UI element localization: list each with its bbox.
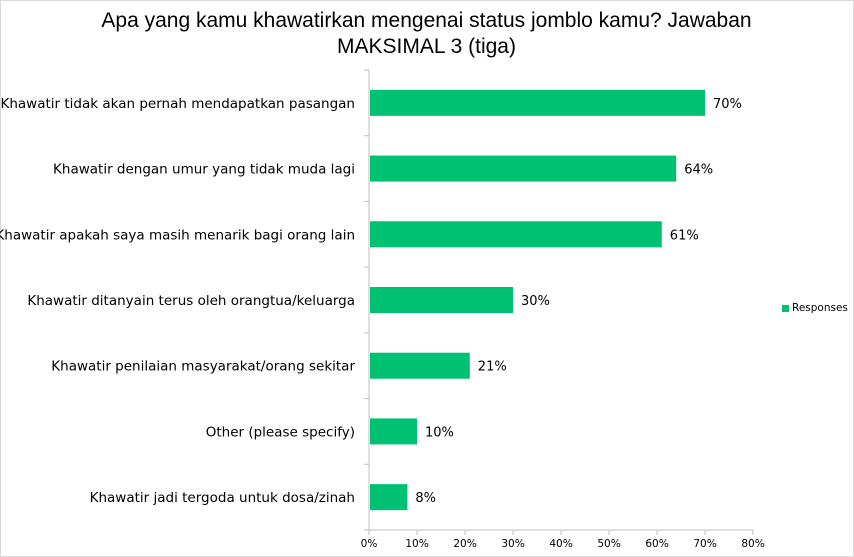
chart-title: Apa yang kamu khawatirkan mengenai statu… [101, 9, 752, 58]
bar [370, 287, 513, 313]
bar [370, 221, 662, 248]
x-tick-label: 60% [645, 538, 668, 550]
bar [370, 418, 417, 445]
x-tick-label: 70% [693, 538, 716, 550]
category-label: Khawatir ditanyain terus oleh orangtua/k… [27, 293, 355, 309]
category-label: Other (please specify) [206, 424, 355, 440]
bar [370, 89, 705, 116]
x-tick-label: 40% [549, 538, 572, 550]
chart-legend: Responses [782, 302, 848, 314]
data-label: 8% [415, 491, 436, 506]
data-label: 21% [478, 360, 507, 375]
legend-label: Responses [792, 302, 848, 314]
category-label: Khawatir penilaian masyarakat/orang seki… [51, 359, 355, 375]
category-label: Khawatir dengan umur yang tidak muda lag… [53, 162, 355, 178]
data-label: 61% [670, 228, 699, 243]
category-label: Khawatir apakah saya masih menarik bagi … [0, 227, 355, 243]
x-tick-label: 50% [597, 538, 620, 550]
x-tick-label: 0% [361, 538, 378, 550]
category-label: Khawatir tidak akan pernah mendapatkan p… [0, 96, 355, 112]
bar [370, 484, 408, 511]
x-tick-label: 20% [453, 538, 476, 550]
x-tick-label: 80% [741, 538, 764, 550]
bar [370, 352, 470, 379]
bar [370, 155, 677, 182]
data-label: 30% [521, 294, 550, 309]
category-label: Khawatir jadi tergoda untuk dosa/zinah [90, 490, 355, 506]
x-tick-label: 10% [405, 538, 428, 550]
data-label: 10% [425, 425, 454, 440]
x-tick-label: 30% [501, 538, 524, 550]
data-label: 64% [684, 163, 713, 178]
legend-swatch [782, 304, 789, 312]
data-label: 70% [713, 97, 742, 112]
